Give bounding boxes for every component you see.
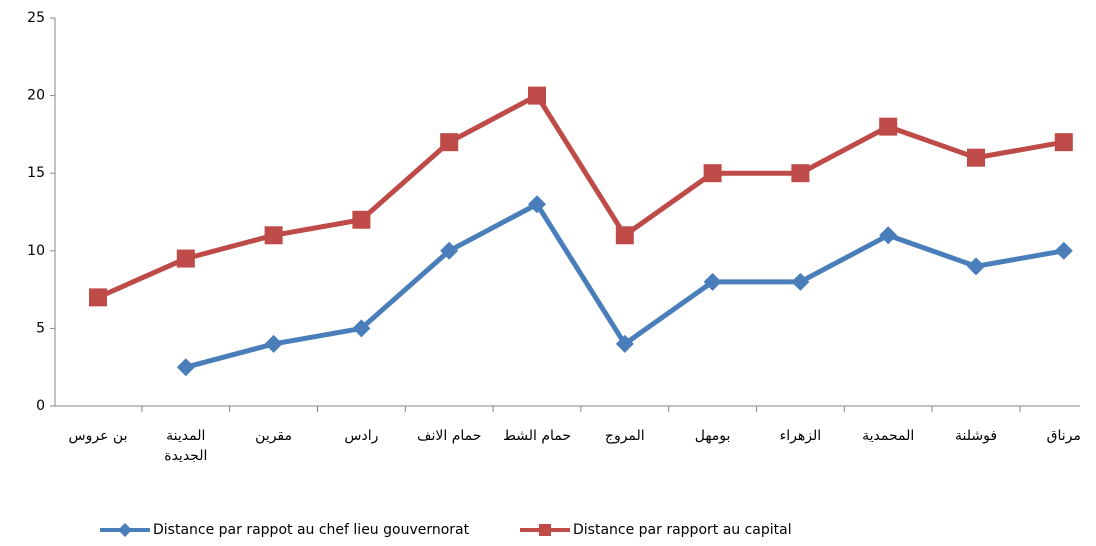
marker: [89, 288, 107, 307]
x-tick-label: بومهل: [694, 428, 731, 444]
marker: [615, 226, 634, 245]
marker: [264, 226, 283, 245]
x-tick-label: بن عروس: [68, 428, 128, 444]
x-tick-label: رادس: [344, 428, 379, 444]
x-tick-label: المحمدية: [862, 428, 915, 444]
marker: [791, 272, 810, 291]
legend-marker: [118, 523, 132, 537]
marker: [440, 241, 459, 260]
y-tick-label: 15: [27, 165, 45, 181]
y-tick-label: 0: [36, 398, 45, 414]
x-tick-label: حمام الشط: [502, 428, 572, 444]
marker: [967, 148, 985, 167]
marker: [703, 164, 722, 183]
x-tick-label: مقرين: [255, 428, 293, 444]
marker: [1054, 133, 1073, 152]
marker: [264, 334, 283, 353]
marker: [528, 195, 546, 214]
legend-marker: [539, 524, 551, 536]
marker: [703, 272, 722, 291]
marker: [440, 133, 459, 152]
y-tick-label: 20: [27, 88, 45, 104]
marker: [352, 319, 371, 338]
x-tick-label: فوشلنة: [954, 428, 998, 444]
x-tick-label: الزهراء: [779, 428, 822, 444]
series-line: [96, 93, 1065, 300]
marker: [176, 358, 195, 377]
x-tick-label: المدينة الجديدة: [164, 428, 208, 464]
marker: [791, 164, 810, 183]
y-tick-label: 25: [27, 10, 45, 26]
marker: [1054, 241, 1073, 260]
legend-label: Distance par rappot au chef lieu gouvern…: [153, 522, 470, 538]
y-tick-label: 10: [27, 243, 45, 259]
marker: [967, 257, 985, 276]
marker: [528, 86, 546, 105]
marker: [879, 226, 898, 245]
y-tick-label: 5: [36, 320, 45, 336]
x-tick-label: المروج: [604, 428, 645, 444]
x-tick-label: مرناق: [1046, 428, 1081, 444]
marker: [879, 117, 898, 136]
marker: [176, 249, 195, 268]
marker: [615, 334, 634, 353]
marker: [352, 210, 371, 229]
x-tick-label: حمام الانف: [416, 428, 482, 444]
legend-label: Distance par rapport au capital: [573, 522, 792, 538]
